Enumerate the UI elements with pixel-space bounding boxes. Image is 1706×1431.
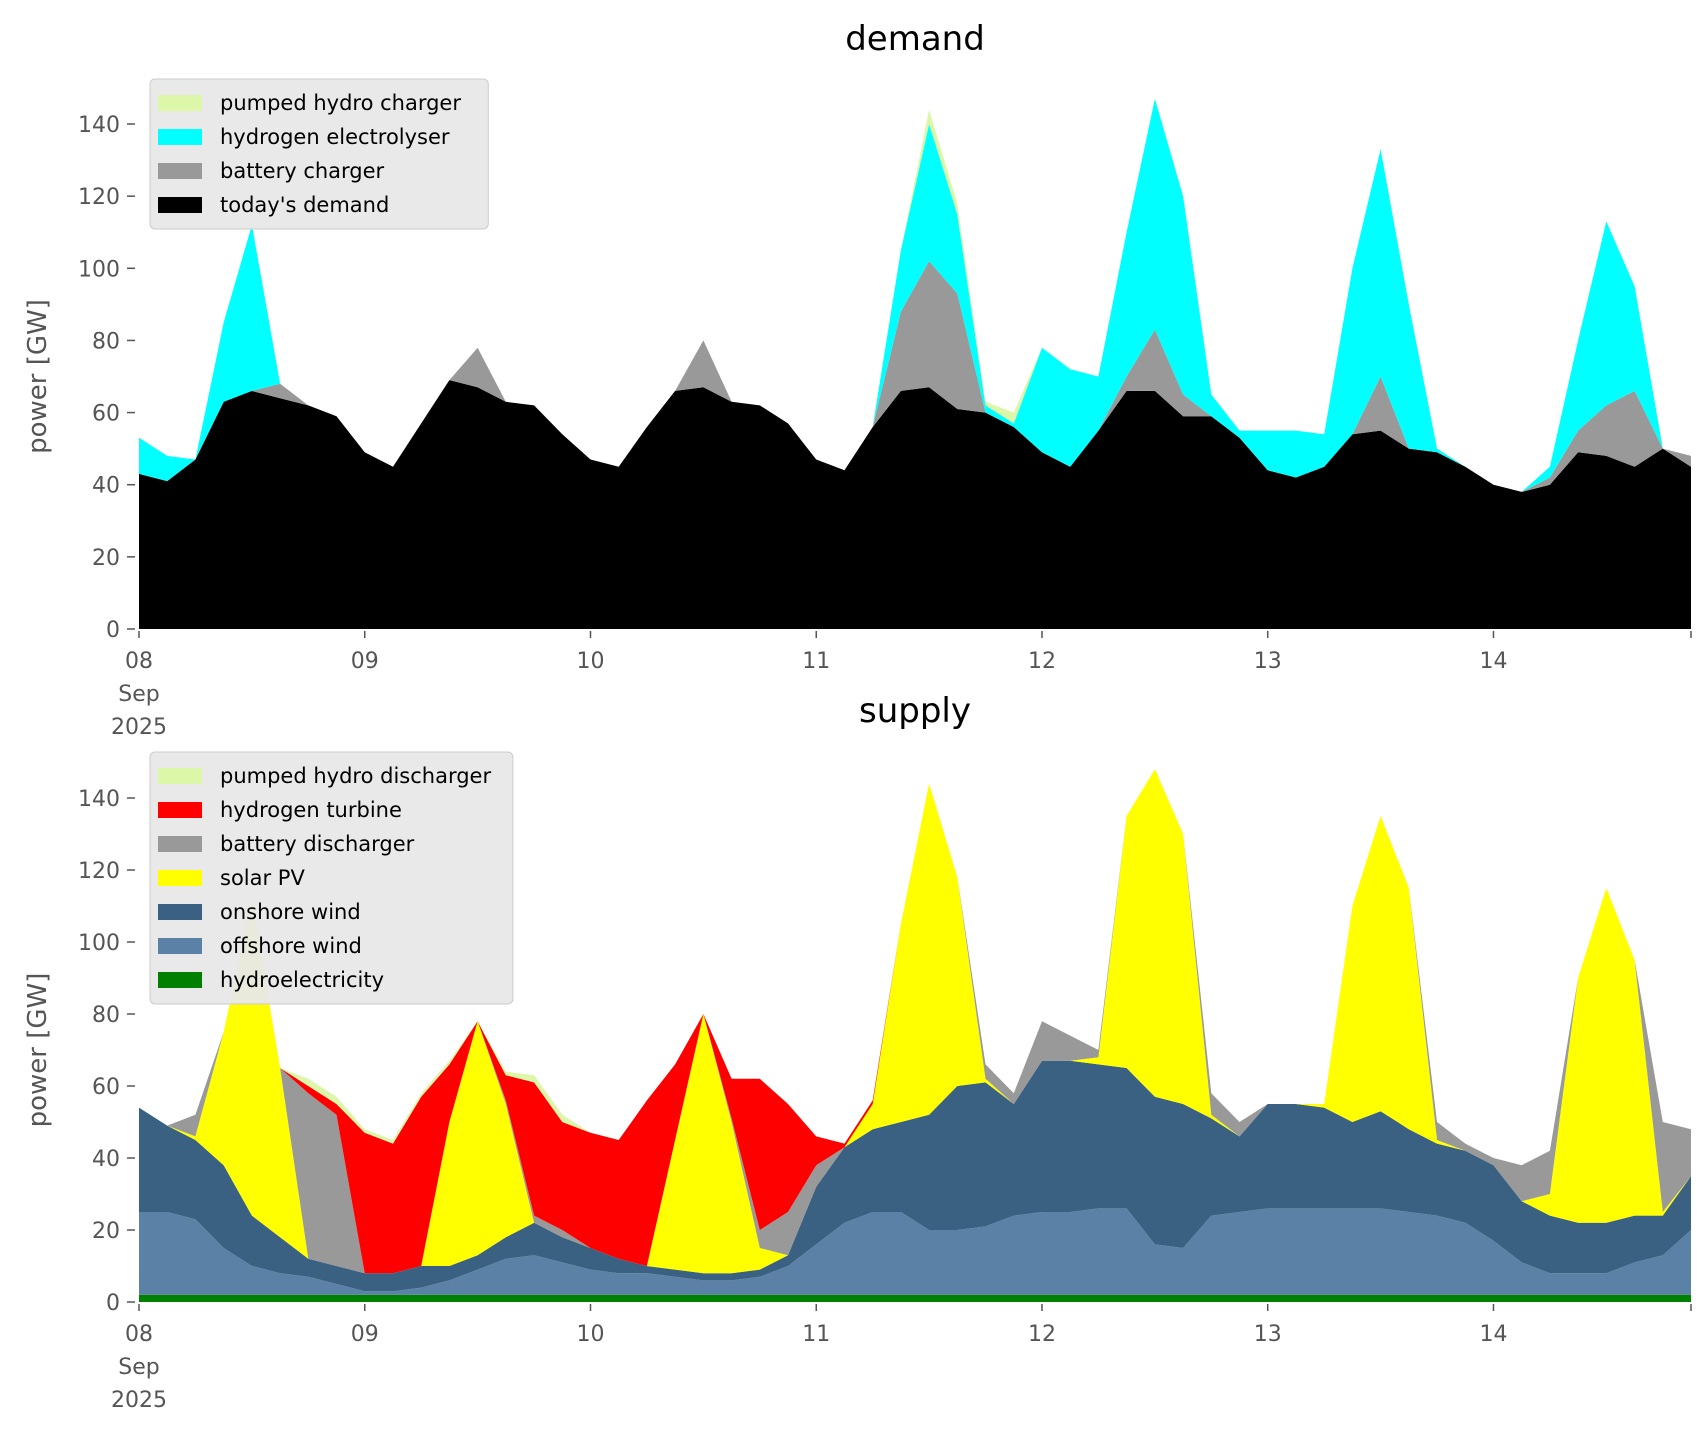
x-tick-label: 08 Sep 2025 [111, 649, 167, 740]
y-tick-label: 100 [78, 931, 120, 956]
x-tick-label-line: 13 [1254, 649, 1282, 674]
x-tick-label: 14 [1479, 1322, 1507, 1347]
legend-label: pumped hydro discharger [220, 764, 491, 788]
legend-swatch [158, 163, 202, 179]
x-tick-label-line: 09 [351, 649, 379, 674]
x-tick-label-line: 11 [802, 649, 830, 674]
y-tick-label: 60 [92, 1075, 120, 1100]
x-tick-label-line: 14 [1479, 649, 1507, 674]
y-tick-label: 80 [92, 1003, 120, 1028]
x-tick-label-line: Sep [118, 1355, 159, 1380]
x-tick-label: 12 [1028, 1322, 1056, 1347]
x-tick-label-line: 11 [802, 1322, 830, 1347]
legend: pumped hydro charger hydrogen electrolyse… [149, 78, 489, 230]
x-tick-label: 11 [802, 1322, 830, 1347]
area-battery-charger [139, 261, 1691, 492]
legend-swatch [158, 197, 202, 213]
x-tick-label-line: 10 [576, 649, 604, 674]
legend-swatch [158, 870, 202, 886]
supply-panel: supply power [GW] 0 20 40 60 80 100 120 140 08 Sep 2… [23, 691, 1692, 1413]
x-tick-label-line: 12 [1028, 649, 1056, 674]
x-tick-label: 10 [576, 1322, 604, 1347]
legend-label: hydroelectricity [220, 968, 384, 992]
y-tick-label: 60 [92, 402, 120, 427]
legend-label: today's demand [220, 193, 389, 217]
y-axis-label: power [GW] [23, 299, 53, 454]
legend-box [149, 78, 489, 230]
x-tick-label-line: 08 [125, 649, 153, 674]
x-tick-label-line: 12 [1028, 1322, 1056, 1347]
x-tick-label-line: 08 [125, 1322, 153, 1347]
area-solar-pv [139, 769, 1691, 1274]
y-axis-label: power [GW] [23, 973, 53, 1128]
x-tick-label: 14 [1479, 649, 1507, 674]
legend-swatch [158, 95, 202, 111]
x-tick-label-line: 2025 [111, 715, 167, 740]
x-tick-label-line: 14 [1479, 1322, 1507, 1347]
area-today-s-demand [139, 380, 1691, 629]
x-tick-label-line: 10 [576, 1322, 604, 1347]
x-tick-label-line: 2025 [111, 1388, 167, 1413]
legend-label: hydrogen turbine [220, 798, 402, 822]
demand-panel: demand power [GW] 0 20 40 60 80 100 120 140 08 Sep 2… [23, 19, 1692, 740]
area-hydrogen-electrolyser [139, 98, 1691, 492]
y-tick-label: 140 [78, 113, 120, 138]
x-tick-label: 11 [802, 649, 830, 674]
legend-box [149, 751, 514, 1005]
x-tick-label: 09 [351, 1322, 379, 1347]
x-tick-label: 09 [351, 649, 379, 674]
y-tick-label: 0 [106, 1291, 120, 1316]
y-tick-label: 40 [92, 474, 120, 499]
y-tick-label: 20 [92, 1219, 120, 1244]
legend-swatch [158, 938, 202, 954]
legend: pumped hydro discharger hydrogen turbine b… [149, 751, 514, 1005]
legend-label: battery charger [220, 159, 385, 183]
legend-swatch [158, 836, 202, 852]
y-tick-label: 140 [78, 787, 120, 812]
x-tick-label: 13 [1254, 1322, 1282, 1347]
legend-swatch [158, 768, 202, 784]
legend-label: onshore wind [220, 900, 361, 924]
legend-label: solar PV [220, 866, 305, 890]
chart-title: demand [845, 19, 985, 59]
area-hydroelectricity [139, 1294, 1691, 1302]
legend-swatch [158, 972, 202, 988]
y-tick-label: 100 [78, 257, 120, 282]
y-tick-label: 20 [92, 546, 120, 571]
x-tick-label: 08 Sep 2025 [111, 1322, 167, 1413]
chart-title: supply [859, 691, 971, 731]
legend-swatch [158, 802, 202, 818]
y-tick-label: 80 [92, 329, 120, 354]
legend-label: offshore wind [220, 934, 362, 958]
area-onshore-wind [139, 1060, 1691, 1292]
x-tick-label: 12 [1028, 649, 1056, 674]
y-tick-label: 120 [78, 185, 120, 210]
legend-label: hydrogen electrolyser [220, 125, 450, 149]
x-tick-label: 10 [576, 649, 604, 674]
area-hydrogen-turbine [139, 769, 1691, 1274]
legend-swatch [158, 904, 202, 920]
legend-label: battery discharger [220, 832, 415, 856]
area-offshore-wind [139, 1208, 1691, 1295]
y-tick-label: 0 [106, 618, 120, 643]
x-tick-label: 13 [1254, 649, 1282, 674]
y-tick-label: 40 [92, 1147, 120, 1172]
x-tick-label-line: 13 [1254, 1322, 1282, 1347]
y-tick-label: 120 [78, 859, 120, 884]
legend-swatch [158, 129, 202, 145]
x-tick-label-line: 09 [351, 1322, 379, 1347]
legend-label: pumped hydro charger [220, 91, 461, 115]
x-tick-label-line: Sep [118, 682, 159, 707]
